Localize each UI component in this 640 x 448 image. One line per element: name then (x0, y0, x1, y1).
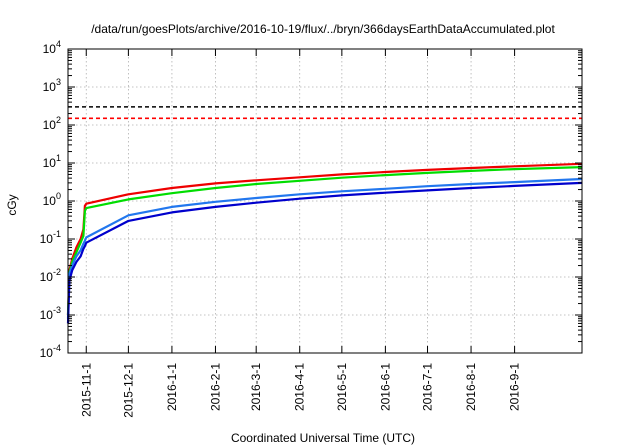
x-tick-label: 2015-12-1 (121, 363, 135, 418)
y-tick-label: 102 (43, 115, 61, 132)
y-tick-label: 104 (43, 39, 61, 56)
y-tick-label: 100 (43, 191, 61, 208)
x-tick-label: 2016-8-1 (464, 363, 478, 411)
x-tick-label: 2015-11-1 (79, 363, 93, 417)
chart-title: /data/run/goesPlots/archive/2016-10-19/f… (91, 22, 555, 36)
series-line (66, 181, 583, 324)
y-tick-label: 10-3 (40, 305, 61, 322)
x-tick-label: 2016-3-1 (249, 363, 263, 411)
y-tick-labels: 10-4 10-3 10-2 10-1 100 101 102 103 104 (40, 39, 61, 360)
y-tick-label: 10-2 (40, 267, 61, 284)
series-lines (66, 162, 583, 324)
x-tick-label: 2016-6-1 (378, 363, 392, 411)
x-axis-label: Coordinated Universal Time (UTC) (231, 431, 415, 445)
x-tick-label: 2016-7-1 (421, 363, 435, 411)
y-tick-label: 101 (43, 153, 61, 170)
x-tick-label: 2016-2-1 (208, 363, 222, 411)
threshold-lines (68, 106, 582, 120)
y-axis-label: cGy (5, 194, 19, 215)
x-tick-label: 2016-1-1 (165, 363, 179, 411)
x-tick-label: 2016-9-1 (508, 363, 522, 411)
series-line (66, 166, 583, 316)
series-line (66, 177, 583, 319)
axis-ticks (68, 48, 582, 354)
x-tick-label: 2016-5-1 (335, 363, 349, 411)
x-tick-labels: 2015-11-1 2015-12-1 2016-1-1 2016-2-1 2016-3… (79, 363, 521, 418)
series-line (66, 162, 583, 316)
y-tick-label: 103 (43, 77, 61, 94)
y-tick-label: 10-4 (40, 343, 61, 360)
x-tick-label: 2016-4-1 (293, 363, 307, 411)
y-tick-label: 10-1 (40, 229, 61, 246)
grid (68, 49, 582, 353)
